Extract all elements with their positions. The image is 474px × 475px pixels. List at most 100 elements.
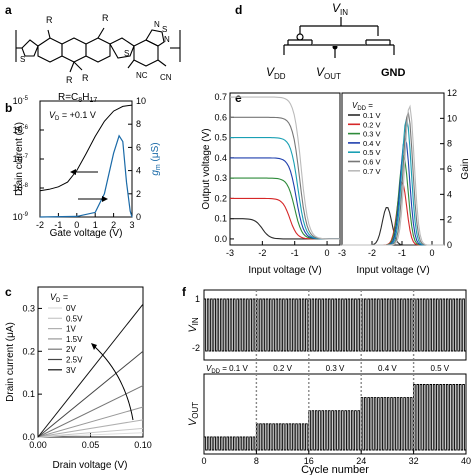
e-y2tick-label: 12 — [447, 88, 457, 98]
b-ytick-exp: -7 — [23, 154, 29, 160]
f-xlabel: Cycle number — [301, 464, 369, 475]
e-gain-curve — [342, 112, 444, 246]
e-gain-curve — [342, 104, 444, 246]
b-y2tick-label: 2 — [136, 189, 141, 199]
r-label-2: R — [102, 13, 109, 23]
e-x-ticks: -3 -2 -1 0 -3 -2 -1 0 — [226, 241, 435, 258]
f-vdd-symbol: V — [206, 364, 212, 373]
c-y-ticks: 0.3 0.2 0.1 0.0 — [22, 303, 42, 442]
panel-f: f 0 8 16 24 32 40 1 -2 VIN VOUT VDD = 0.1 V 0.… — [182, 285, 471, 475]
e-ytick-label: 0.5 — [214, 133, 227, 143]
b-y2-ticks: 10 8 6 4 2 0 — [128, 96, 146, 222]
e-ytick-label: 0.6 — [214, 112, 227, 122]
c-legend-label: 3V — [66, 366, 76, 375]
n-atom-2: N — [164, 35, 170, 44]
b-ytick-label: 10-5 — [13, 96, 29, 106]
panel-d-label: d — [235, 3, 242, 17]
nc-group: NC — [136, 71, 148, 80]
b-ytick-exp: -5 — [23, 96, 29, 102]
f-top-tick-1: 1 — [195, 294, 200, 304]
d-vin-label: VIN — [332, 1, 348, 17]
e-xtick-label-right: -3 — [338, 248, 346, 258]
e-xtick-label: -3 — [226, 248, 234, 258]
c-arrowhead — [91, 343, 97, 350]
b-y2tick-label: 8 — [136, 119, 141, 129]
c-xtick-label: 0.00 — [29, 440, 47, 450]
b-xtick-label: -1 — [54, 220, 62, 230]
e-y2label: Gain — [460, 158, 471, 179]
f-vin-waveform — [203, 298, 466, 352]
b-drain-current-curve — [39, 104, 133, 192]
c-ytick-label: 0.1 — [22, 389, 35, 399]
f-vout-waveform — [203, 384, 466, 451]
f-vdd-value-label: 0.5 V — [430, 364, 449, 373]
c-ylabel: Drain current (μA) — [5, 322, 16, 402]
c-ytick-label: 0.3 — [22, 303, 35, 313]
e-legend-label: 0.1 V — [363, 111, 381, 120]
b-ytick-exp: -8 — [23, 183, 29, 189]
s-atom-2: S — [124, 49, 129, 58]
b-arrowhead-right — [102, 196, 108, 202]
e-vtc-curve — [230, 218, 340, 240]
c-legend-label: 1V — [66, 325, 76, 334]
r-label-3: R — [66, 75, 73, 85]
b-xtick-label: -2 — [36, 220, 44, 230]
f-vdd-value-label: 0.2 V — [273, 364, 292, 373]
e-ytick-label: 0.2 — [214, 193, 227, 203]
e-gain-curve — [342, 154, 444, 246]
e-y2tick-label: 8 — [447, 139, 452, 149]
e-legend-label: 0.7 V — [363, 167, 381, 176]
b-ytick-label: 10-6 — [13, 125, 29, 135]
b-y2tick-label: 4 — [136, 166, 141, 176]
plot-e-left-frame — [229, 92, 341, 246]
r-label-1: R — [46, 15, 53, 25]
b-ytick-exp: -9 — [23, 212, 29, 218]
panel-c: c 0.3 0.2 0.1 0.0 0.00 0.05 0.10 VD = 0V0.5V 1… — [5, 285, 152, 471]
s-atom-1: S — [20, 55, 25, 64]
f-top-tick-minus2: -2 — [192, 343, 200, 353]
n-atom-1: N — [154, 20, 160, 29]
e-vtc-curves — [230, 96, 340, 240]
c-series-line — [37, 303, 144, 438]
e-legend-label: 0.3 V — [363, 130, 381, 139]
f-x-ticks: 0 8 16 24 32 40 — [201, 450, 471, 466]
d-vout-label: VOUT — [316, 65, 341, 81]
c-xtick-label: 0.05 — [82, 440, 100, 450]
b-ytick-label: 10-9 — [13, 212, 29, 222]
c-series-line — [37, 419, 144, 438]
b-arrowhead-left — [70, 169, 76, 175]
b-xtick-label: 1 — [93, 220, 98, 230]
c-legend-label: 0V — [66, 304, 76, 313]
f-top-ylabel: VIN — [187, 317, 200, 333]
b-ytick-label: 10-7 — [13, 154, 29, 164]
plot-e-right-frame — [341, 92, 445, 246]
e-legend-label: 0.4 V — [363, 139, 381, 148]
b-y2tick-label: 10 — [136, 96, 146, 106]
f-xtick-label: 16 — [304, 456, 314, 466]
c-legend-title: VD = — [50, 292, 68, 304]
c-legend-label: 1.5V — [66, 335, 83, 344]
panel-b-label: b — [5, 101, 12, 115]
e-ytick-label: 0.3 — [214, 173, 227, 183]
f-xtick-label: 40 — [461, 456, 471, 466]
panel-f-label: f — [182, 285, 187, 299]
e-xtick-label-right: -2 — [368, 248, 376, 258]
e-legend-label: 0.6 V — [363, 158, 381, 167]
d-gnd-label: GND — [381, 67, 406, 79]
e-gain-curves — [342, 104, 444, 246]
f-vdd-value-label: 0.3 V — [326, 364, 345, 373]
e-xtick-label-right: 0 — [429, 248, 434, 258]
e-legend: 0.1 V0.2 V0.3 V0.4 V0.5 V0.6 V0.7 V — [348, 111, 381, 176]
e-xtick-label: 0 — [325, 248, 330, 258]
panel-c-label: c — [5, 285, 12, 299]
e-y2tick-label: 0 — [447, 240, 452, 250]
b-y2tick-label: 0 — [136, 212, 141, 222]
e-ytick-label: 0.7 — [214, 92, 227, 102]
b-y2tick-label: 6 — [136, 142, 141, 152]
e-legend-title: VDD = — [352, 101, 373, 112]
e-y-ticks: 0.7 0.6 0.5 0.4 0.3 0.2 0.1 0.0 — [214, 92, 234, 244]
e-vtc-curve — [230, 96, 340, 240]
f-segment-dividers — [255, 290, 415, 454]
b-xtick-label: 0 — [74, 220, 79, 230]
